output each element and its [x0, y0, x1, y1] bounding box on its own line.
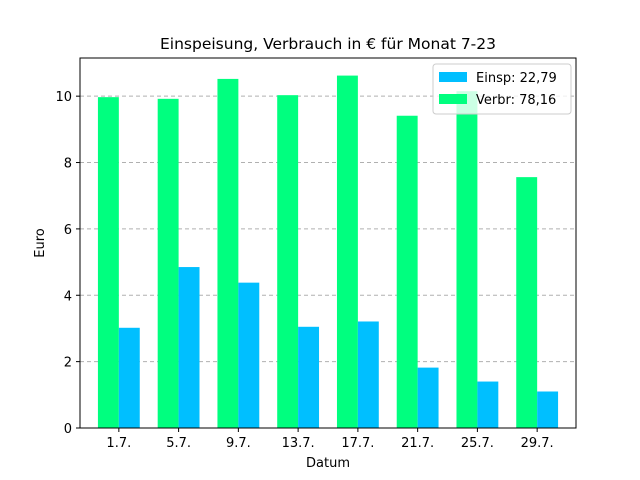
x-tick-label: 29.7.	[521, 436, 554, 451]
bars	[97, 75, 559, 429]
x-tick-label: 9.7.	[226, 436, 251, 451]
bar	[118, 327, 140, 428]
y-axis: 0 2 4 6 8 10	[55, 90, 80, 437]
x-tick-label: 21.7.	[401, 436, 434, 451]
x-tick-label: 17.7.	[341, 436, 374, 451]
x-tick-label: 1.7.	[106, 436, 131, 451]
y-axis-label: Euro	[33, 228, 48, 258]
chart-title: Einspeisung, Verbrauch in € für Monat 7-…	[160, 35, 496, 53]
bar	[217, 78, 239, 429]
plot-frame	[79, 57, 577, 429]
bar	[456, 91, 478, 429]
y-tick-label: 6	[64, 223, 72, 238]
bar	[357, 321, 379, 428]
bar	[157, 98, 179, 428]
legend: Einsp: 22,79 Verbr: 78,16	[432, 63, 572, 115]
y-tick-label: 2	[64, 356, 72, 371]
bar	[277, 95, 299, 428]
bar	[97, 97, 119, 428]
grid-lines	[80, 95, 576, 363]
y-tick-label: 10	[55, 90, 72, 105]
legend-swatch	[439, 72, 467, 82]
y-tick-label: 8	[64, 157, 72, 172]
x-axis-label: Datum	[306, 456, 350, 471]
legend-label: Einsp: 22,79	[476, 71, 557, 86]
x-tick-label: 25.7.	[461, 436, 494, 451]
y-tick-label: 0	[64, 422, 72, 437]
bar	[178, 267, 200, 428]
x-tick-label: 5.7.	[166, 436, 191, 451]
x-tick-label: 13.7.	[282, 436, 315, 451]
bar	[516, 177, 538, 428]
bar	[537, 391, 559, 428]
x-axis: 1.7. 5.7. 9.7. 13.7. 17.7. 21.7. 25.7. 29.7.	[106, 428, 554, 451]
legend-swatch	[439, 94, 467, 104]
bar	[477, 381, 499, 428]
bar	[298, 326, 320, 428]
bar	[396, 115, 418, 428]
legend-label: Verbr: 78,16	[476, 93, 556, 108]
y-tick-label: 4	[64, 289, 72, 304]
legend-box	[432, 63, 572, 115]
bar	[417, 367, 439, 428]
bar	[336, 75, 358, 429]
bar	[238, 282, 260, 428]
